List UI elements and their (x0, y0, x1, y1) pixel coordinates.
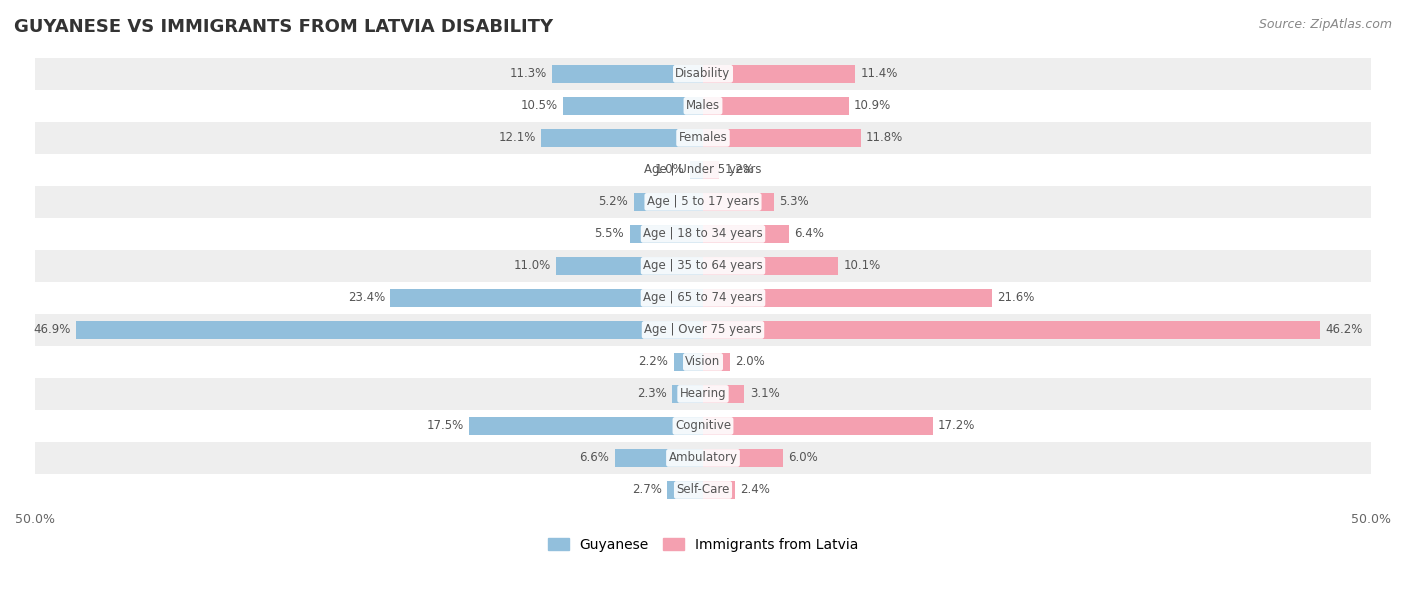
Text: 3.1%: 3.1% (749, 387, 779, 400)
Text: 11.8%: 11.8% (866, 132, 903, 144)
Bar (35, 314, 1371, 346)
Text: 17.5%: 17.5% (426, 419, 464, 433)
Text: Age | 65 to 74 years: Age | 65 to 74 years (643, 291, 763, 304)
Bar (35, 442, 1371, 474)
Text: 6.6%: 6.6% (579, 452, 609, 465)
Text: 12.1%: 12.1% (499, 132, 536, 144)
Bar (689, 161, 703, 179)
Bar (703, 65, 855, 83)
Text: 10.5%: 10.5% (520, 99, 557, 113)
Bar (35, 282, 1371, 314)
Text: 11.0%: 11.0% (513, 259, 551, 272)
Bar (703, 289, 991, 307)
Bar (630, 225, 703, 243)
Text: Age | Under 5 years: Age | Under 5 years (644, 163, 762, 176)
Text: Age | 5 to 17 years: Age | 5 to 17 years (647, 195, 759, 208)
Bar (703, 97, 849, 114)
Text: 6.0%: 6.0% (789, 452, 818, 465)
Bar (35, 122, 1371, 154)
Text: 11.3%: 11.3% (509, 67, 547, 80)
Bar (35, 186, 1371, 218)
Bar (614, 449, 703, 467)
Bar (35, 474, 1371, 506)
Text: 6.4%: 6.4% (794, 228, 824, 241)
Text: 17.2%: 17.2% (938, 419, 976, 433)
Legend: Guyanese, Immigrants from Latvia: Guyanese, Immigrants from Latvia (543, 532, 863, 558)
Text: 10.9%: 10.9% (853, 99, 891, 113)
Text: 2.0%: 2.0% (735, 356, 765, 368)
Text: 21.6%: 21.6% (997, 291, 1035, 304)
Bar (703, 129, 860, 147)
Bar (35, 154, 1371, 186)
Bar (703, 417, 932, 435)
Bar (703, 449, 783, 467)
Text: 2.4%: 2.4% (741, 483, 770, 496)
Bar (35, 346, 1371, 378)
Text: Age | Over 75 years: Age | Over 75 years (644, 323, 762, 337)
Bar (470, 417, 703, 435)
Bar (703, 193, 773, 211)
Bar (35, 58, 1371, 90)
Text: 5.3%: 5.3% (779, 195, 808, 208)
Text: Males: Males (686, 99, 720, 113)
Text: GUYANESE VS IMMIGRANTS FROM LATVIA DISABILITY: GUYANESE VS IMMIGRANTS FROM LATVIA DISAB… (14, 18, 553, 36)
Bar (634, 193, 703, 211)
Text: Females: Females (679, 132, 727, 144)
Text: 1.2%: 1.2% (724, 163, 754, 176)
Bar (703, 161, 718, 179)
Bar (703, 257, 838, 275)
Bar (703, 225, 789, 243)
Bar (35, 378, 1371, 410)
Bar (553, 65, 703, 83)
Text: Self-Care: Self-Care (676, 483, 730, 496)
Bar (703, 385, 744, 403)
Text: 23.4%: 23.4% (347, 291, 385, 304)
Text: 11.4%: 11.4% (860, 67, 898, 80)
Text: Hearing: Hearing (679, 387, 727, 400)
Text: 2.2%: 2.2% (638, 356, 668, 368)
Text: 2.3%: 2.3% (637, 387, 666, 400)
Bar (35, 90, 1371, 122)
Text: 46.2%: 46.2% (1326, 323, 1362, 337)
Text: Vision: Vision (685, 356, 721, 368)
Bar (76, 321, 703, 338)
Text: 10.1%: 10.1% (844, 259, 880, 272)
Text: 1.0%: 1.0% (655, 163, 685, 176)
Bar (673, 353, 703, 371)
Bar (562, 97, 703, 114)
Text: Age | 18 to 34 years: Age | 18 to 34 years (643, 228, 763, 241)
Bar (703, 481, 735, 499)
Text: 2.7%: 2.7% (631, 483, 662, 496)
Text: 5.5%: 5.5% (595, 228, 624, 241)
Bar (703, 321, 1320, 338)
Text: Ambulatory: Ambulatory (668, 452, 738, 465)
Bar (391, 289, 703, 307)
Bar (541, 129, 703, 147)
Bar (35, 250, 1371, 282)
Text: 5.2%: 5.2% (599, 195, 628, 208)
Bar (666, 481, 703, 499)
Bar (555, 257, 703, 275)
Bar (35, 410, 1371, 442)
Text: Age | 35 to 64 years: Age | 35 to 64 years (643, 259, 763, 272)
Bar (35, 218, 1371, 250)
Text: 46.9%: 46.9% (34, 323, 72, 337)
Bar (703, 353, 730, 371)
Bar (672, 385, 703, 403)
Text: Disability: Disability (675, 67, 731, 80)
Text: Cognitive: Cognitive (675, 419, 731, 433)
Text: Source: ZipAtlas.com: Source: ZipAtlas.com (1258, 18, 1392, 31)
